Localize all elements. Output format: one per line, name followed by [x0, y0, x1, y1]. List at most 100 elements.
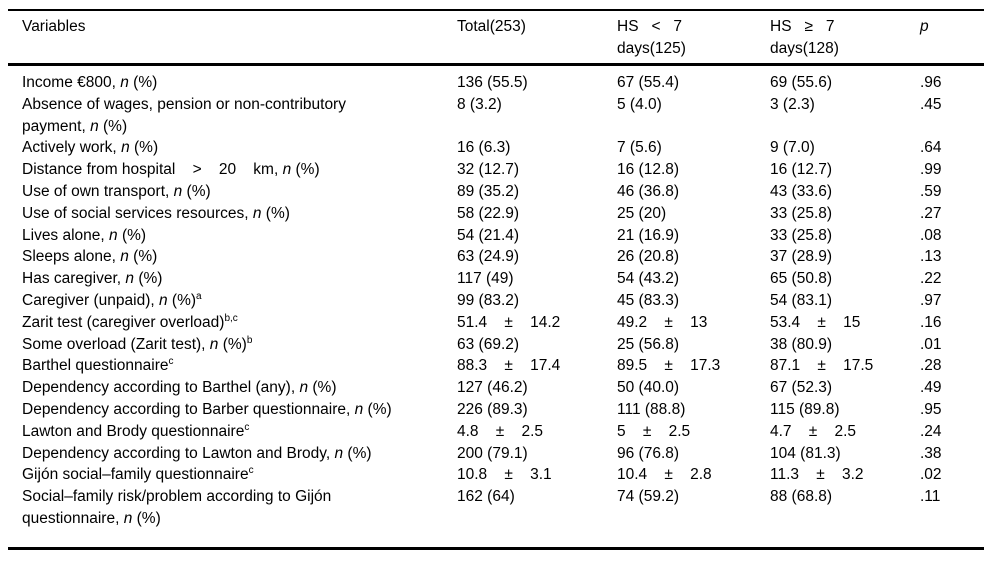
- table-header: Variables Total(253) HS < 7 days(125) HS…: [8, 10, 984, 66]
- p-value: .16: [920, 313, 942, 331]
- hs-lt7-value: 25 (20): [617, 204, 667, 222]
- variable-label: Income €800, n (%): [22, 74, 158, 91]
- hs-lt7-value: 74 (59.2): [617, 488, 680, 506]
- table-row: Dependency according to Lawton and Brody…: [8, 443, 984, 465]
- table-row: Dependency according to Barber questionn…: [8, 399, 984, 421]
- table-row: Zarit test (caregiver overload)b,c 51.4 ±…: [8, 312, 984, 334]
- variable-label: Caregiver (unpaid), n (%)a: [22, 290, 202, 309]
- table-row: Dependency according to Barthel (any), n…: [8, 377, 984, 399]
- table-row: Gijón social–family questionnairec 10.8 ±…: [8, 464, 984, 486]
- total-value: 117 (49): [457, 270, 514, 288]
- p-value: .08: [920, 226, 942, 244]
- hs-ge7-value: 9 (7.0): [770, 139, 815, 157]
- hs-lt7-value: 50 (40.0): [617, 379, 680, 397]
- variable-label: Dependency according to Barthel (any), n…: [22, 379, 337, 397]
- p-value: .01: [920, 335, 942, 353]
- total-value: 8 (3.2): [457, 95, 502, 113]
- table-row: Barthel questionnairec 88.3 ± 17.4 89.5 ± …: [8, 355, 984, 377]
- hs-lt7-value: 5 ± 2.5: [617, 422, 691, 440]
- hs-lt7-value: 89.5 ± 17.3: [617, 357, 721, 375]
- variable-label: Use of social services resources, n (%): [22, 204, 290, 222]
- total-value: 51.4 ± 14.2: [457, 313, 561, 331]
- variable-label: Sleeps alone, n (%): [22, 248, 158, 266]
- total-value: 4.8 ± 2.5: [457, 422, 544, 440]
- col-header-hs-ge-7-days: HS ≥ 7 days(128): [770, 10, 920, 66]
- col-header-total: Total(253): [457, 10, 617, 66]
- total-value: 63 (69.2): [457, 335, 520, 353]
- variable-label: Actively work, n (%): [22, 139, 159, 157]
- hs-ge7-value: 11.3 ± 3.2: [770, 466, 864, 484]
- total-value: 63 (24.9): [457, 248, 520, 266]
- hs-lt7-value: 5 (4.0): [617, 95, 662, 113]
- hs-lt7-value: 21 (16.9): [617, 226, 680, 244]
- col-header-variables: Variables: [8, 10, 457, 66]
- table-row: Distance from hospital > 20 km, n (%) 32 …: [8, 159, 984, 181]
- p-value: .45: [920, 95, 942, 113]
- variable-label: Zarit test (caregiver overload)b,c: [22, 312, 238, 331]
- hs-ge7-value: 87.1 ± 17.5: [770, 357, 874, 375]
- hs-lt7-value: 16 (12.8): [617, 161, 680, 179]
- hs-ge7-value: 115 (89.8): [770, 400, 840, 418]
- p-value: .64: [920, 139, 942, 157]
- table-row: Caregiver (unpaid), n (%)a 99 (83.2) 45 (8…: [8, 290, 984, 312]
- variable-label: Distance from hospital > 20 km, n (%): [22, 161, 320, 179]
- hs-lt7-value: 96 (76.8): [617, 444, 680, 462]
- total-value: 127 (46.2): [457, 379, 528, 397]
- variable-label: Lives alone, n (%): [22, 226, 147, 244]
- hs-lt7-value: 111 (88.8): [617, 400, 686, 418]
- hs-lt7-value: 26 (20.8): [617, 248, 680, 266]
- total-value: 162 (64): [457, 488, 515, 506]
- p-value: .11: [920, 488, 941, 506]
- p-value: .38: [920, 444, 942, 462]
- journal-table-page: Variables Total(253) HS < 7 days(125) HS…: [8, 9, 984, 550]
- variable-label: Gijón social–family questionnairec: [22, 465, 254, 484]
- p-value: .24: [920, 422, 942, 440]
- total-value: 200 (79.1): [457, 444, 528, 462]
- p-value: .96: [920, 74, 942, 91]
- col-header-hs-lt-7-days: HS < 7 days(125): [617, 10, 770, 66]
- hs-ge7-value: 4.7 ± 2.5: [770, 422, 857, 440]
- table-row: Sleeps alone, n (%) 63 (24.9) 26 (20.8) 37 …: [8, 246, 984, 268]
- hs-lt7-value: 10.4 ± 2.8: [617, 466, 712, 484]
- p-value: .28: [920, 357, 942, 375]
- clinical-variables-table: Variables Total(253) HS < 7 days(125) HS…: [8, 9, 984, 550]
- variable-label: Lawton and Brody questionnairec: [22, 421, 250, 440]
- hs-ge7-value: 38 (80.9): [770, 335, 833, 353]
- variable-label: Barthel questionnairec: [22, 356, 174, 375]
- p-value: .97: [920, 291, 942, 309]
- variable-label: Dependency according to Barber questionn…: [22, 400, 392, 418]
- p-value: .95: [920, 400, 942, 418]
- table-row: Lives alone, n (%) 54 (21.4) 21 (16.9) 33 (…: [8, 225, 984, 247]
- table-row: Absence of wages, pension or non-contrib…: [8, 94, 984, 138]
- variable-label: Use of own transport, n (%): [22, 182, 211, 200]
- hs-ge7-value: 37 (28.9): [770, 248, 833, 266]
- table-body: Income €800, n (%) 136 (55.5) 67 (55.4) 69 …: [8, 65, 984, 549]
- hs-lt7-value: 46 (36.8): [617, 182, 680, 200]
- total-value: 226 (89.3): [457, 400, 528, 418]
- table-row: Lawton and Brody questionnairec 4.8 ± 2.5…: [8, 421, 984, 443]
- total-value: 89 (35.2): [457, 182, 520, 200]
- hs-lt7-value: 49.2 ± 13: [617, 313, 708, 331]
- col-header-p-value: p: [920, 10, 984, 66]
- hs-ge7-value: 16 (12.7): [770, 161, 833, 179]
- hs-ge7-value: 104 (81.3): [770, 444, 841, 462]
- p-value: .49: [920, 379, 942, 397]
- table-row: Some overload (Zarit test), n (%)b 63 (69…: [8, 334, 984, 356]
- total-value: 136 (55.5): [457, 74, 528, 91]
- header-row: Variables Total(253) HS < 7 days(125) HS…: [8, 10, 984, 66]
- p-value: .59: [920, 182, 942, 200]
- total-value: 88.3 ± 17.4: [457, 357, 561, 375]
- hs-ge7-value: 3 (2.3): [770, 95, 815, 113]
- hs-ge7-value: 43 (33.6): [770, 182, 833, 200]
- hs-ge7-value: 67 (52.3): [770, 379, 833, 397]
- p-value: .27: [920, 204, 942, 222]
- p-value: .99: [920, 161, 942, 179]
- total-value: 32 (12.7): [457, 161, 520, 179]
- p-value: .02: [920, 466, 942, 484]
- variable-label: Dependency according to Lawton and Brody…: [22, 444, 372, 462]
- p-value: .22: [920, 270, 942, 288]
- hs-ge7-value: 54 (83.1): [770, 291, 833, 309]
- variable-label: Social–family risk/problem according to …: [22, 488, 332, 527]
- hs-lt7-value: 45 (83.3): [617, 291, 680, 309]
- table-row: Income €800, n (%) 136 (55.5) 67 (55.4) 69 …: [8, 65, 984, 94]
